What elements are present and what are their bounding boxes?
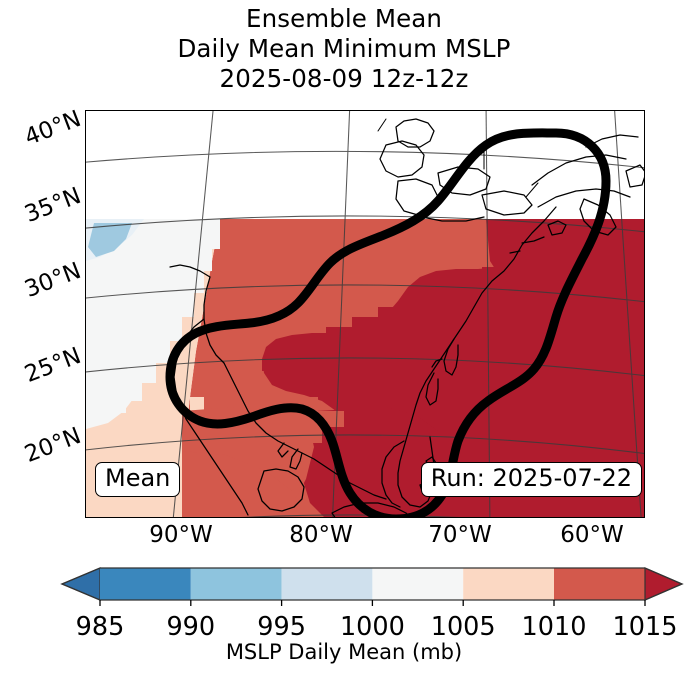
cbar-tick-985: 985 bbox=[75, 612, 125, 642]
cbar-band-995-1000 bbox=[281, 568, 373, 600]
cbar-band-1000-1005 bbox=[372, 568, 464, 600]
lon-tick-80W: 80°W bbox=[289, 522, 353, 548]
contour-1015 bbox=[165, 128, 611, 517]
lon-tick-60W: 60°W bbox=[560, 522, 624, 548]
band-1000-1005-steps bbox=[86, 219, 220, 413]
graticule bbox=[86, 111, 644, 517]
colorbar-gradient bbox=[60, 567, 684, 606]
title-line-2: Daily Mean Minimum MSLP bbox=[177, 34, 511, 63]
band-990-995 bbox=[88, 223, 132, 257]
cbar-band-1005-1010 bbox=[463, 568, 554, 600]
cbar-band-985-990 bbox=[100, 568, 191, 600]
run-date-label-box: Run: 2025-07-22 bbox=[420, 462, 642, 498]
title-line-1: Ensemble Mean bbox=[246, 4, 442, 33]
colorbar-tick-labels: 985 990 995 1000 1005 1010 1015 bbox=[0, 606, 688, 642]
colorbar-axis-label: MSLP Daily Mean (mb) bbox=[225, 640, 463, 664]
lon-tick-70W: 70°W bbox=[428, 522, 492, 548]
lat-tick-25N: 25°N bbox=[21, 342, 85, 388]
cbar-over-arrow bbox=[644, 567, 684, 601]
cbar-tick-marks bbox=[99, 600, 646, 606]
cbar-tick-1005: 1005 bbox=[430, 612, 496, 642]
map-figure: 40°N 35°N 30°N 25°N 20°N 90°W 80°W 70°W … bbox=[21, 106, 645, 548]
lat-tick-35N: 35°N bbox=[21, 182, 85, 228]
mean-label-box: Mean bbox=[95, 462, 181, 498]
title-line-3: 2025-08-09 12z-12z bbox=[219, 64, 469, 93]
page-title: Ensemble Mean Daily Mean Minimum MSLP 20… bbox=[0, 4, 688, 94]
coastlines bbox=[169, 118, 644, 517]
cbar-tick-995: 995 bbox=[257, 612, 306, 642]
cbar-tick-1000: 1000 bbox=[339, 612, 405, 642]
map-frame bbox=[85, 110, 645, 518]
lat-tick-30N: 30°N bbox=[21, 257, 85, 303]
cbar-under-arrow bbox=[60, 567, 101, 601]
cbar-tick-1010: 1010 bbox=[521, 612, 587, 642]
lat-tick-40N: 40°N bbox=[21, 105, 85, 151]
band-1010-1015-se bbox=[182, 451, 305, 517]
cbar-tick-1015: 1015 bbox=[612, 612, 678, 642]
lon-tick-90W: 90°W bbox=[149, 522, 213, 548]
cbar-band-1010-1015 bbox=[554, 568, 645, 600]
cbar-tick-990: 990 bbox=[166, 612, 216, 642]
colorbar: 985 990 995 1000 1005 1010 1015 MSLP Dai… bbox=[0, 560, 688, 674]
lat-tick-20N: 20°N bbox=[21, 422, 85, 468]
cbar-band-990-995 bbox=[190, 568, 282, 600]
mslp-contour-map bbox=[86, 111, 644, 517]
